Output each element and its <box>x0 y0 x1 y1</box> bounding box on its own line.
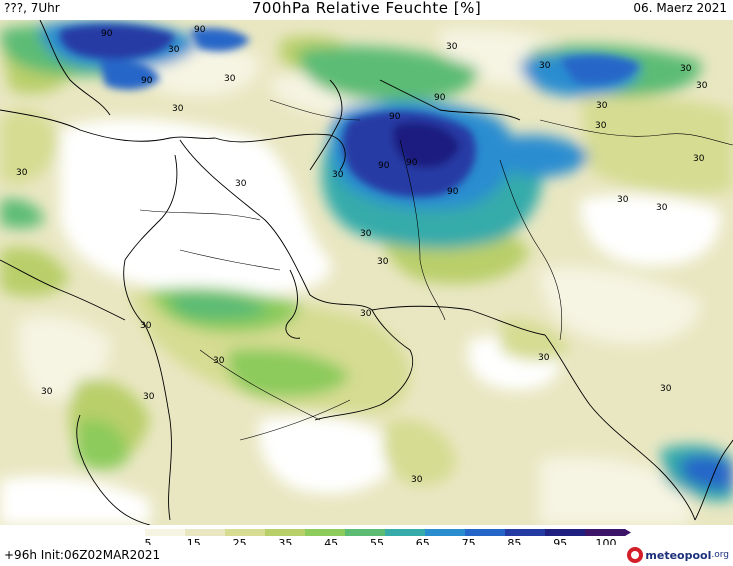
contour-label: 30 <box>539 61 551 71</box>
legend-tick-label: 65 <box>416 537 430 545</box>
legend-tick-label: 35 <box>278 537 292 545</box>
contour-label: 30 <box>332 170 344 180</box>
legend-swatch <box>465 529 506 536</box>
legend-swatch <box>305 529 346 536</box>
contour-label: 30 <box>596 101 608 111</box>
legend-swatch <box>185 529 226 536</box>
map-title: 700hPa Relative Feuchte [%] <box>251 0 482 17</box>
legend-tick-label: 25 <box>233 537 247 545</box>
contour-label: 30 <box>617 195 629 205</box>
contour-label: 90 <box>447 187 459 197</box>
contour-label: 90 <box>406 158 418 168</box>
legend-swatch <box>425 529 466 536</box>
contour-label: 90 <box>389 112 401 122</box>
legend-swatch <box>345 529 386 536</box>
contour-label: 30 <box>656 203 668 213</box>
contour-labels: 90 90 90 90 90 90 90 90 30 30 30 30 30 3… <box>16 25 708 485</box>
legend-tick-label: 100 <box>596 537 617 545</box>
legend-bar: 5 15 25 35 45 55 65 75 85 95 100 <box>105 529 631 545</box>
meteopool-logo[interactable]: meteopool .org <box>627 546 729 564</box>
contour-label: 90 <box>378 161 390 171</box>
legend-tick-label: 45 <box>324 537 338 545</box>
legend-swatch <box>385 529 426 536</box>
legend-tick-label: 85 <box>507 537 521 545</box>
legend-swatch <box>145 529 186 536</box>
contour-label: 30 <box>168 45 180 55</box>
contour-label: 30 <box>595 121 607 131</box>
legend-tick-label: 95 <box>553 537 567 545</box>
contour-label: 30 <box>224 74 236 84</box>
contour-label: 30 <box>360 229 372 239</box>
contour-label: 30 <box>696 81 708 91</box>
contour-label: 90 <box>194 25 206 35</box>
header: ???, 7Uhr 700hPa Relative Feuchte [%] 06… <box>0 0 733 20</box>
contour-label: 30 <box>235 179 247 189</box>
contour-label: 30 <box>660 384 672 394</box>
map-date: 06. Maerz 2021 <box>633 1 727 15</box>
contour-label: 90 <box>101 29 113 39</box>
contour-label: 30 <box>213 356 225 366</box>
contour-label: 30 <box>446 42 458 52</box>
contour-label: 30 <box>377 257 389 267</box>
forecast-init-label: +96h Init:06Z02MAR2021 <box>4 548 161 562</box>
borders <box>139 99 733 441</box>
contour-label: 30 <box>693 154 705 164</box>
legend-tick-label: 55 <box>370 537 384 545</box>
contour-label: 30 <box>143 392 155 402</box>
legend-swatch <box>505 529 546 536</box>
meteopool-icon <box>627 547 644 563</box>
contour-label: 30 <box>538 353 550 363</box>
contour-label: 30 <box>16 168 28 178</box>
map-canvas: 90 90 90 90 90 90 90 90 30 30 30 30 30 3… <box>0 20 733 525</box>
humidity-map: 90 90 90 90 90 90 90 90 30 30 30 30 30 3… <box>0 20 733 525</box>
legend-swatch <box>585 529 626 536</box>
legend-tick-label: 15 <box>187 537 201 545</box>
legend-tick-label: 75 <box>462 537 476 545</box>
contour-label: 30 <box>411 475 423 485</box>
legend-tick-label: 5 <box>145 537 152 545</box>
brand-name: meteopool <box>645 548 712 562</box>
contour-label: 30 <box>140 321 152 331</box>
legend-swatch <box>225 529 266 536</box>
legend-swatch <box>265 529 306 536</box>
contour-label: 90 <box>434 93 446 103</box>
legend-swatch <box>105 529 146 536</box>
legend-swatch <box>545 529 586 536</box>
contour-label: 30 <box>680 64 692 74</box>
contour-label: 90 <box>141 76 153 86</box>
humidity-field <box>0 20 733 525</box>
valid-time-label: ???, 7Uhr <box>4 1 60 15</box>
contour-label: 30 <box>360 309 372 319</box>
coastlines <box>0 20 733 525</box>
brand-tld: .org <box>711 550 729 560</box>
color-legend: 5 15 25 35 45 55 65 75 85 95 100 <box>0 525 733 566</box>
contour-label: 30 <box>172 104 184 114</box>
legend-end-arrow <box>625 529 631 536</box>
contour-label: 30 <box>41 387 53 397</box>
humidity-core <box>59 24 640 198</box>
